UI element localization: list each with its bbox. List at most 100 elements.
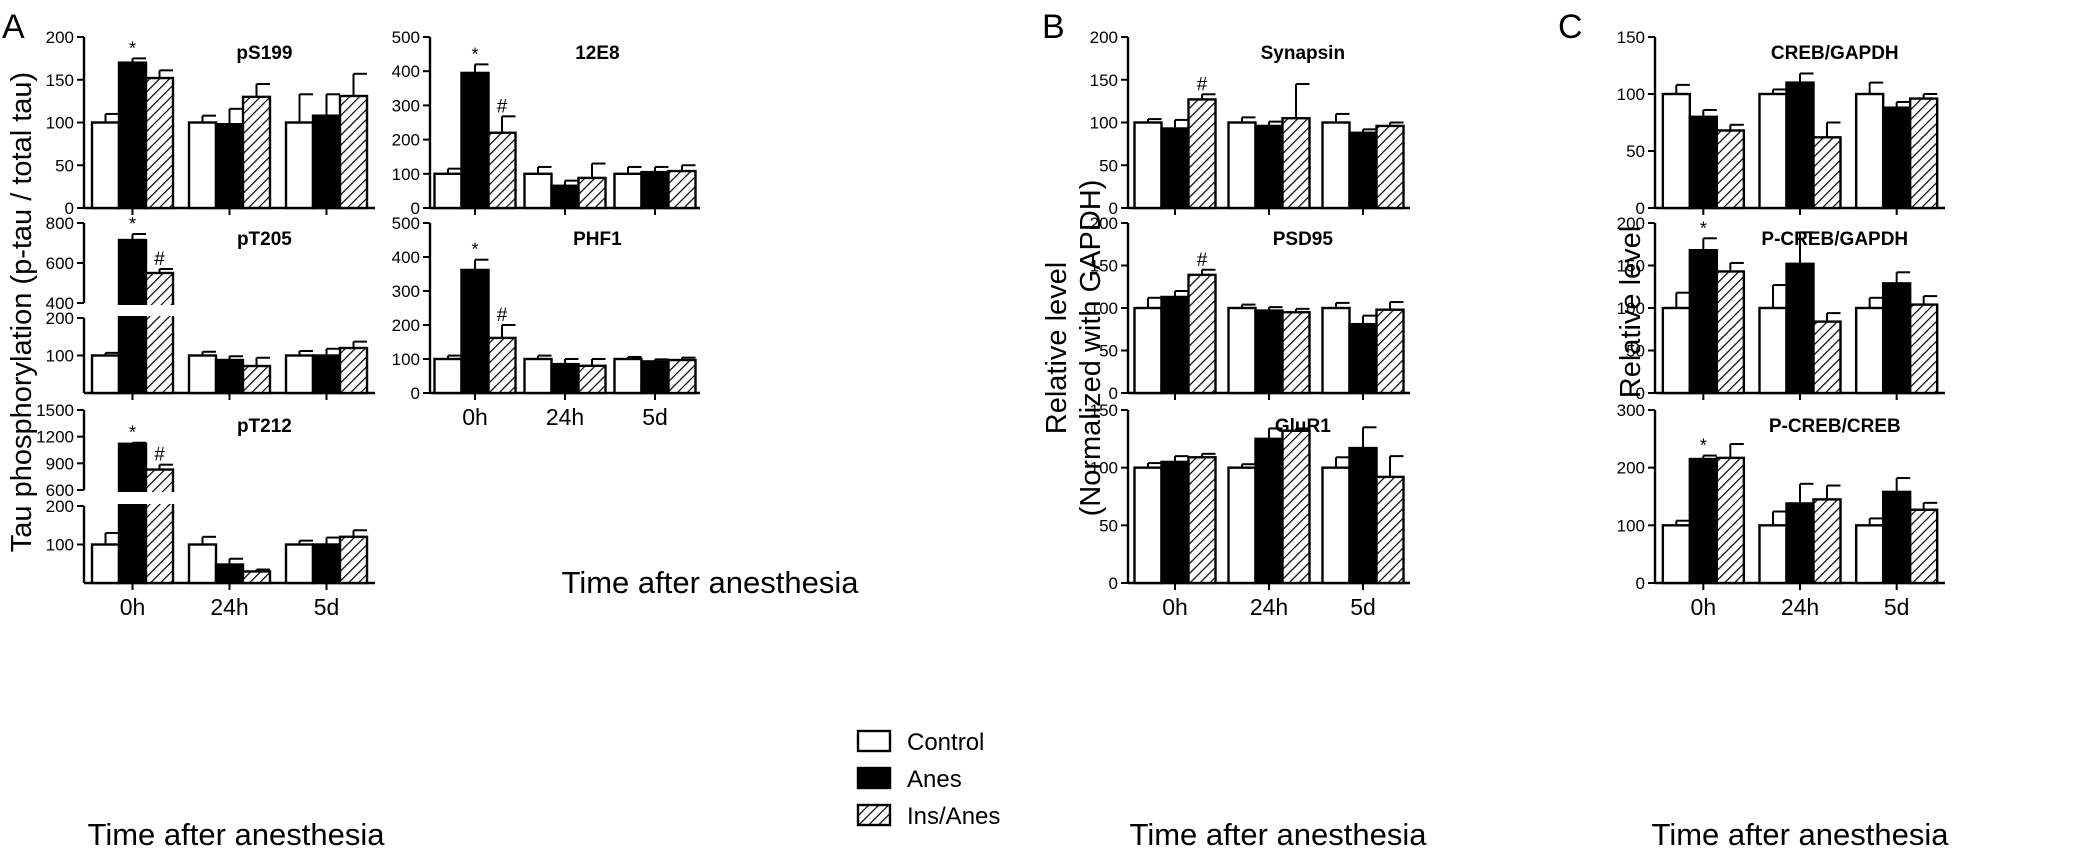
y-tick-label: 400 bbox=[392, 62, 420, 81]
bar-ins-anes bbox=[577, 176, 607, 210]
y-tick-label: 300 bbox=[1617, 401, 1645, 420]
x-tick-label: 24h bbox=[546, 404, 584, 430]
bar-control bbox=[1758, 92, 1788, 210]
bar-control bbox=[1661, 92, 1692, 210]
bar-control bbox=[1854, 92, 1885, 210]
bar-ins-anes bbox=[144, 76, 175, 210]
y-tick-label: 200 bbox=[1090, 28, 1118, 47]
bar-anes bbox=[1348, 446, 1378, 585]
bar-anes bbox=[1348, 322, 1378, 395]
y-tick-label: 200 bbox=[46, 497, 74, 516]
y-tick-label: 300 bbox=[392, 282, 420, 301]
y-tick-label: 100 bbox=[46, 347, 74, 366]
legend: Control Anes Ins/Anes bbox=[856, 729, 1000, 830]
bar-anes bbox=[311, 114, 342, 210]
y-tick-label: 100 bbox=[1090, 459, 1118, 478]
bar-control bbox=[1321, 121, 1351, 210]
chart-title: Synapsin bbox=[1261, 43, 1345, 64]
y-tick-label: 100 bbox=[46, 114, 74, 133]
legend-label-ins-anes: Ins/Anes bbox=[907, 803, 1000, 830]
bar-control bbox=[1321, 466, 1351, 585]
bar-ins-anes bbox=[338, 535, 369, 585]
y-tick-label: 50 bbox=[1099, 516, 1118, 535]
bar-anes bbox=[550, 362, 580, 395]
significance-mark: * bbox=[471, 240, 478, 260]
y-tick-label: 1200 bbox=[36, 428, 74, 447]
bar-ins-anes bbox=[338, 94, 369, 210]
x-tick-label: 24h bbox=[210, 594, 248, 620]
y-tick-label: 0 bbox=[1636, 384, 1645, 403]
bar-anes bbox=[1254, 437, 1284, 585]
y-tick-label: 150 bbox=[46, 71, 74, 90]
chart-title: PHF1 bbox=[573, 229, 622, 250]
bar-ins-anes bbox=[1715, 270, 1746, 395]
bar-ins-anes bbox=[1375, 124, 1405, 210]
x-tick-label: 0h bbox=[462, 404, 488, 430]
x-tick-label: 0h bbox=[120, 594, 146, 620]
bar-control bbox=[187, 354, 218, 395]
bar-anes bbox=[1785, 502, 1815, 585]
bar-control bbox=[523, 357, 553, 395]
bar-anes bbox=[1688, 457, 1719, 585]
significance-mark: * bbox=[471, 44, 478, 64]
bar-ins-anes bbox=[1281, 117, 1311, 210]
significance-mark: # bbox=[1197, 74, 1208, 95]
y-tick-label: 50 bbox=[55, 156, 74, 175]
bar-control bbox=[1133, 306, 1163, 395]
y-tick-label: 0 bbox=[1636, 199, 1645, 218]
bar-control bbox=[284, 543, 315, 585]
significance-mark: * bbox=[129, 38, 136, 58]
bar-ins-anes bbox=[1281, 429, 1311, 585]
y-tick-label: 150 bbox=[1090, 71, 1118, 90]
bar-control bbox=[284, 121, 315, 210]
chart-title: P-CREB/GAPDH bbox=[1761, 229, 1908, 250]
axis-break-gap bbox=[86, 492, 377, 504]
bar-anes bbox=[1881, 282, 1912, 395]
y-tick-label: 100 bbox=[1617, 85, 1645, 104]
y-tick-label: 200 bbox=[46, 28, 74, 47]
legend-item-anes: Anes bbox=[856, 766, 962, 793]
bar-control bbox=[90, 121, 121, 210]
y-tick-label: 100 bbox=[1617, 516, 1645, 535]
y-axis-label-c: Relative level bbox=[1615, 226, 1647, 398]
bar-anes bbox=[214, 563, 245, 585]
y-axis-label-b-line2: (Normalized with GAPDH) bbox=[1075, 180, 1107, 517]
bar-ins-anes bbox=[241, 364, 272, 395]
y-tick-label: 400 bbox=[392, 248, 420, 267]
y-tick-label: 150 bbox=[1090, 257, 1118, 276]
chart-synapsin: 0 50 100 150 200 # Synapsin bbox=[1090, 28, 1410, 218]
bar-anes bbox=[1160, 127, 1190, 210]
x-tick-label: 5d bbox=[642, 404, 668, 430]
significance-mark: * bbox=[129, 214, 136, 234]
bar-ins-anes bbox=[1375, 308, 1405, 395]
bar-anes bbox=[460, 268, 490, 395]
bar-ins-anes bbox=[577, 364, 607, 395]
chart-title: pT212 bbox=[237, 416, 292, 437]
significance-mark: # bbox=[1197, 250, 1208, 271]
bar-ins-anes bbox=[1715, 129, 1746, 210]
bar-ins-anes bbox=[144, 271, 175, 395]
x-axis-title-b: Time after anesthesia bbox=[1130, 817, 1428, 852]
y-tick-label: 100 bbox=[1090, 299, 1118, 318]
y-axis-label-a: Tau phosphorylation (p-tau / total tau) bbox=[6, 72, 38, 552]
bar-anes bbox=[214, 123, 245, 210]
x-axis-title-c: Time after anesthesia bbox=[1652, 817, 1950, 852]
y-tick-label: 0 bbox=[1109, 199, 1118, 218]
bar-anes bbox=[1254, 124, 1284, 210]
bar-ins-anes bbox=[667, 358, 697, 395]
y-tick-label: 150 bbox=[1617, 257, 1645, 276]
legend-label-control: Control bbox=[907, 729, 984, 756]
bar-anes bbox=[117, 61, 148, 210]
bar-control bbox=[1227, 306, 1257, 395]
bar-control bbox=[90, 543, 121, 585]
bar-ins-anes bbox=[1187, 273, 1217, 395]
y-tick-label: 0 bbox=[411, 199, 420, 218]
bar-ins-anes bbox=[1908, 97, 1939, 210]
significance-mark: * bbox=[129, 423, 136, 443]
y-tick-label: 500 bbox=[392, 214, 420, 233]
chart-creb-gapdh: 0 50 100 150 CREB/GAPDH bbox=[1617, 28, 1945, 218]
y-tick-label: 0 bbox=[411, 384, 420, 403]
chart-psd95: 0 50 100 150 200 # PSD95 bbox=[1090, 214, 1410, 403]
